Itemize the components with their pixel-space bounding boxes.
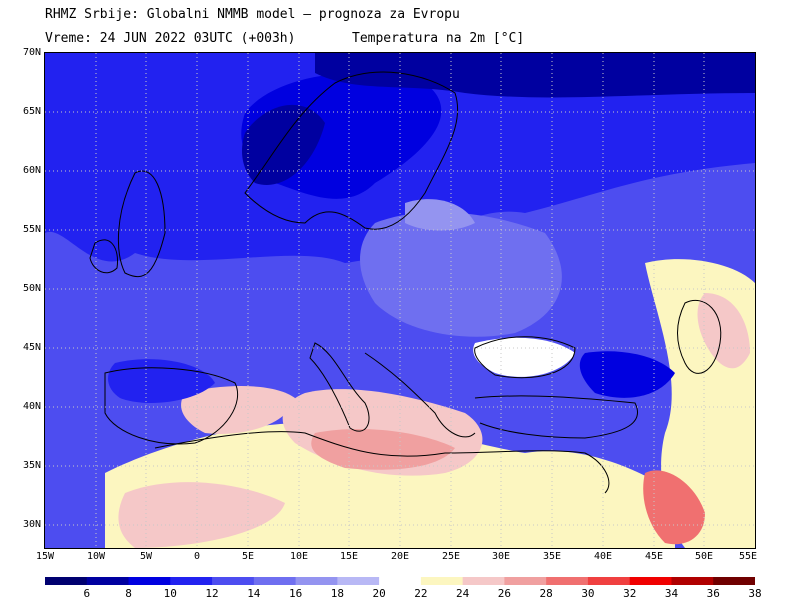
lat-label: 35N <box>22 460 41 471</box>
lon-label: 5E <box>241 551 255 562</box>
gulf-hot-field <box>643 470 705 545</box>
colorbar-label: 14 <box>247 587 261 600</box>
north-africa-coastline <box>154 431 610 494</box>
colorbar-label: 8 <box>125 587 132 600</box>
temperature-map <box>45 53 755 548</box>
ireland-coastline <box>89 239 119 274</box>
lat-label: 55N <box>22 224 41 235</box>
colorbar-swatch <box>671 577 714 585</box>
colorbar-swatch <box>504 577 547 585</box>
colorbar-swatch <box>629 577 672 585</box>
colorbar-label: 16 <box>288 587 303 600</box>
anatomia-cold-field <box>579 351 675 398</box>
colorbar-swatch <box>212 577 255 585</box>
lat-label: 65N <box>22 106 41 117</box>
lon-label: 50E <box>694 551 714 562</box>
colorbar-swatch <box>420 577 464 585</box>
colorbar-swatch <box>546 577 589 585</box>
map-frame <box>44 52 756 549</box>
colorbar-label: 22 <box>414 587 428 600</box>
far-north-field <box>315 53 755 98</box>
colorbar-label: 6 <box>83 587 91 600</box>
colorbar-label: 36 <box>706 587 720 600</box>
colorbar-swatch <box>462 577 505 585</box>
balkan-coastline <box>364 352 476 438</box>
baltic-light-field <box>405 199 475 231</box>
colorbar-swatch <box>45 577 88 585</box>
map-gridlines <box>45 53 755 548</box>
lat-label: 40N <box>22 401 41 412</box>
forecast-time: Vreme: 24 JUN 2022 03UTC (+003h) <box>45 31 296 46</box>
lon-label: 35E <box>542 551 562 562</box>
central-med-field <box>311 428 455 470</box>
colorbar-swatch <box>337 577 380 585</box>
colorbar-label: 34 <box>664 587 679 600</box>
colorbar-swatch <box>128 577 171 585</box>
colorbar-label: 32 <box>623 587 637 600</box>
colorbar-swatch <box>713 577 755 585</box>
variable-label: Temperatura na 2m [°C] <box>352 31 525 46</box>
colorbar-swatch <box>253 577 297 585</box>
lon-label: 30E <box>491 551 511 562</box>
lon-label: 15E <box>339 551 359 562</box>
colorbar-label: 10 <box>163 587 177 600</box>
italy-coastline <box>309 342 370 432</box>
colorbar-label: 26 <box>497 587 512 600</box>
sahara-warm-field <box>118 482 285 548</box>
colorbar-label: 24 <box>456 587 470 600</box>
colorbar-label: 38 <box>748 587 762 600</box>
lon-label: 5W <box>139 551 153 562</box>
colorbar-label: 18 <box>330 587 344 600</box>
norway-coldest-field <box>242 104 325 185</box>
colorbar-swatch <box>587 577 631 585</box>
colorbar-swatch <box>170 577 213 585</box>
lat-label: 30N <box>22 519 41 530</box>
colorbar-swatch <box>295 577 338 585</box>
lat-label: 50N <box>22 283 41 294</box>
lat-label: 60N <box>22 165 41 176</box>
colorbar-label: 20 <box>372 587 386 600</box>
caspian-warm-field <box>697 293 750 369</box>
colorbar <box>45 577 755 585</box>
colorbar-label: 28 <box>539 587 553 600</box>
lon-label: 25E <box>441 551 461 562</box>
central-europe-field <box>360 212 562 337</box>
iberia-warm-field <box>181 386 295 434</box>
iberia-coastline <box>104 367 239 445</box>
lat-label: 70N <box>22 47 41 58</box>
colorbar-swatch <box>379 577 422 585</box>
lon-label: 10W <box>86 551 106 562</box>
colorbar-swatch <box>86 577 130 585</box>
scandinavia-coastline <box>244 71 459 230</box>
lon-label: 0 <box>193 551 201 562</box>
turkey-coastline <box>474 395 638 439</box>
map-title: RHMZ Srbije: Globalni NMMB model — progn… <box>45 7 460 22</box>
black-sea-coastline <box>474 336 576 379</box>
colorbar-label: 12 <box>205 587 219 600</box>
lon-label: 55E <box>738 551 758 562</box>
coastlines <box>89 71 722 494</box>
lon-label: 15W <box>35 551 55 562</box>
lon-label: 20E <box>390 551 410 562</box>
lon-label: 40E <box>593 551 613 562</box>
caspian-coastline <box>677 299 722 374</box>
colorbar-label: 30 <box>581 587 595 600</box>
lon-label: 45E <box>644 551 664 562</box>
british-isles-coastline <box>118 170 166 278</box>
lat-label: 45N <box>22 342 41 353</box>
lon-label: 10E <box>289 551 309 562</box>
